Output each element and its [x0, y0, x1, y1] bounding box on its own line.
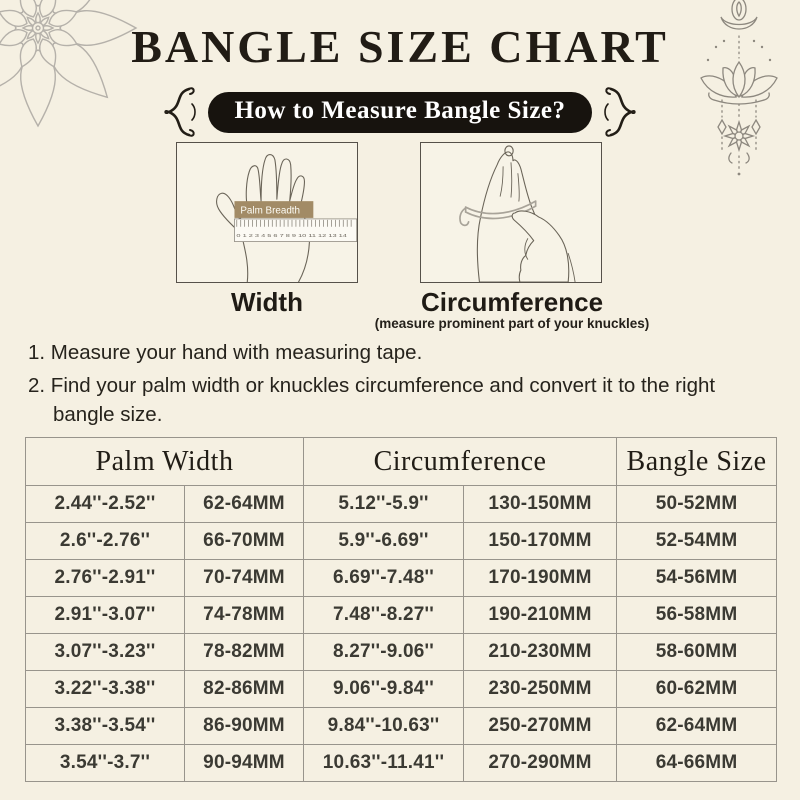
table-cell: 5.12''-5.9'' — [303, 485, 465, 523]
table-cell: 66-70MM — [183, 522, 305, 560]
table-row: 3.22''-3.38'' 82-86MM 9.06''-9.84'' 230-250… — [25, 670, 778, 708]
flourish-left-icon — [164, 87, 197, 137]
table-cell: 2.44''-2.52'' — [25, 485, 185, 523]
circumference-note: (measure prominent part of your knuckles… — [374, 316, 650, 331]
instructions: 1. Measure your hand with measuring tape… — [28, 338, 726, 429]
table-cell: 86-90MM — [183, 707, 305, 745]
hand-circumference-illustration — [459, 145, 576, 282]
table-cell: 90-94MM — [183, 744, 305, 782]
table-cell: 52-54MM — [616, 522, 778, 560]
table-cell: 64-66MM — [616, 744, 778, 782]
table-cell: 3.22''-3.38'' — [25, 670, 185, 708]
table-row: 2.91''-3.07'' 74-78MM 7.48''-8.27'' 190-210… — [25, 596, 778, 634]
table-row: 2.44''-2.52'' 62-64MM 5.12''-5.9'' 130-150M… — [25, 485, 778, 523]
table-cell: 5.9''-6.69'' — [303, 522, 465, 560]
table-cell: 250-270MM — [463, 707, 618, 745]
table-cell: 78-82MM — [183, 633, 305, 671]
flourish-right-icon — [603, 87, 636, 137]
table-cell: 190-210MM — [463, 596, 618, 634]
header-palm-width: Palm Width — [24, 437, 305, 486]
table-cell: 56-58MM — [616, 596, 778, 634]
circumference-figure-box — [420, 142, 602, 283]
table-cell: 3.38''-3.54'' — [25, 707, 185, 745]
table-cell: 58-60MM — [616, 633, 778, 671]
table-cell: 82-86MM — [183, 670, 305, 708]
table-header-row: Palm Width Circumference Bangle Size — [24, 437, 778, 486]
ruler-numbers: 0 1 2 3 4 5 6 7 8 9 10 11 12 13 14 — [236, 233, 347, 239]
table-cell: 62-64MM — [183, 485, 305, 523]
lotus-icon — [700, 0, 778, 176]
size-table-body: 2.44''-2.52'' 62-64MM 5.12''-5.9'' 130-150M… — [25, 485, 778, 782]
header-bangle-size: Bangle Size — [616, 437, 778, 486]
table-row: 2.6''-2.76'' 66-70MM 5.9''-6.69'' 150-170MM… — [25, 522, 778, 560]
hand-width-illustration: 0 1 2 3 4 5 6 7 8 9 10 11 12 13 14 Palm … — [216, 154, 357, 282]
table-cell: 8.27''-9.06'' — [303, 633, 465, 671]
table-cell: 62-64MM — [616, 707, 778, 745]
table-cell: 74-78MM — [183, 596, 305, 634]
table-row: 2.76''-2.91'' 70-74MM 6.69''-7.48'' 170-190… — [25, 559, 778, 597]
table-cell: 7.48''-8.27'' — [303, 596, 465, 634]
measuring-tape-icon — [459, 200, 537, 227]
width-figure-box: 0 1 2 3 4 5 6 7 8 9 10 11 12 13 14 Palm … — [176, 142, 358, 283]
table-cell: 9.84''-10.63'' — [303, 707, 465, 745]
table-cell: 2.91''-3.07'' — [25, 596, 185, 634]
instruction-step-2: 2. Find your palm width or knuckles circ… — [28, 374, 716, 426]
width-caption: Width — [231, 287, 303, 317]
ruler-label: Palm Breadth — [240, 205, 300, 216]
table-cell: 50-52MM — [616, 485, 778, 523]
table-cell: 130-150MM — [463, 485, 618, 523]
ruler-icon: 0 1 2 3 4 5 6 7 8 9 10 11 12 13 14 Palm … — [234, 201, 357, 242]
table-cell: 270-290MM — [463, 744, 618, 782]
table-cell: 6.69''-7.48'' — [303, 559, 465, 597]
circumference-caption: Circumference — [420, 287, 604, 317]
table-cell: 70-74MM — [183, 559, 305, 597]
table-cell: 170-190MM — [463, 559, 618, 597]
how-to-measure-pill: How to Measure Bangle Size? — [208, 91, 592, 133]
table-cell: 150-170MM — [463, 522, 618, 560]
table-cell: 2.6''-2.76'' — [25, 522, 185, 560]
table-cell: 2.76''-2.91'' — [25, 559, 185, 597]
instruction-step-1: 1. Measure your hand with measuring tape… — [28, 341, 423, 364]
size-table: Palm Width Circumference Bangle Size 2.4… — [24, 437, 778, 782]
table-cell: 10.63''-11.41'' — [303, 744, 465, 782]
table-row: 3.54''-3.7'' 90-94MM 10.63''-11.41'' 270-29… — [25, 744, 778, 782]
table-cell: 210-230MM — [463, 633, 618, 671]
subtitle-row: How to Measure Bangle Size? — [0, 84, 800, 140]
table-cell: 3.54''-3.7'' — [25, 744, 185, 782]
table-cell: 9.06''-9.84'' — [303, 670, 465, 708]
header-circumference: Circumference — [303, 437, 618, 486]
page-title: BANGLE SIZE CHART — [131, 21, 669, 72]
table-cell: 230-250MM — [463, 670, 618, 708]
table-cell: 3.07''-3.23'' — [25, 633, 185, 671]
table-row: 3.07''-3.23'' 78-82MM 8.27''-9.06'' 210-230… — [25, 633, 778, 671]
table-cell: 60-62MM — [616, 670, 778, 708]
table-row: 3.38''-3.54'' 86-90MM 9.84''-10.63'' 250-27… — [25, 707, 778, 745]
table-cell: 54-56MM — [616, 559, 778, 597]
mandala-icon — [0, 0, 137, 127]
